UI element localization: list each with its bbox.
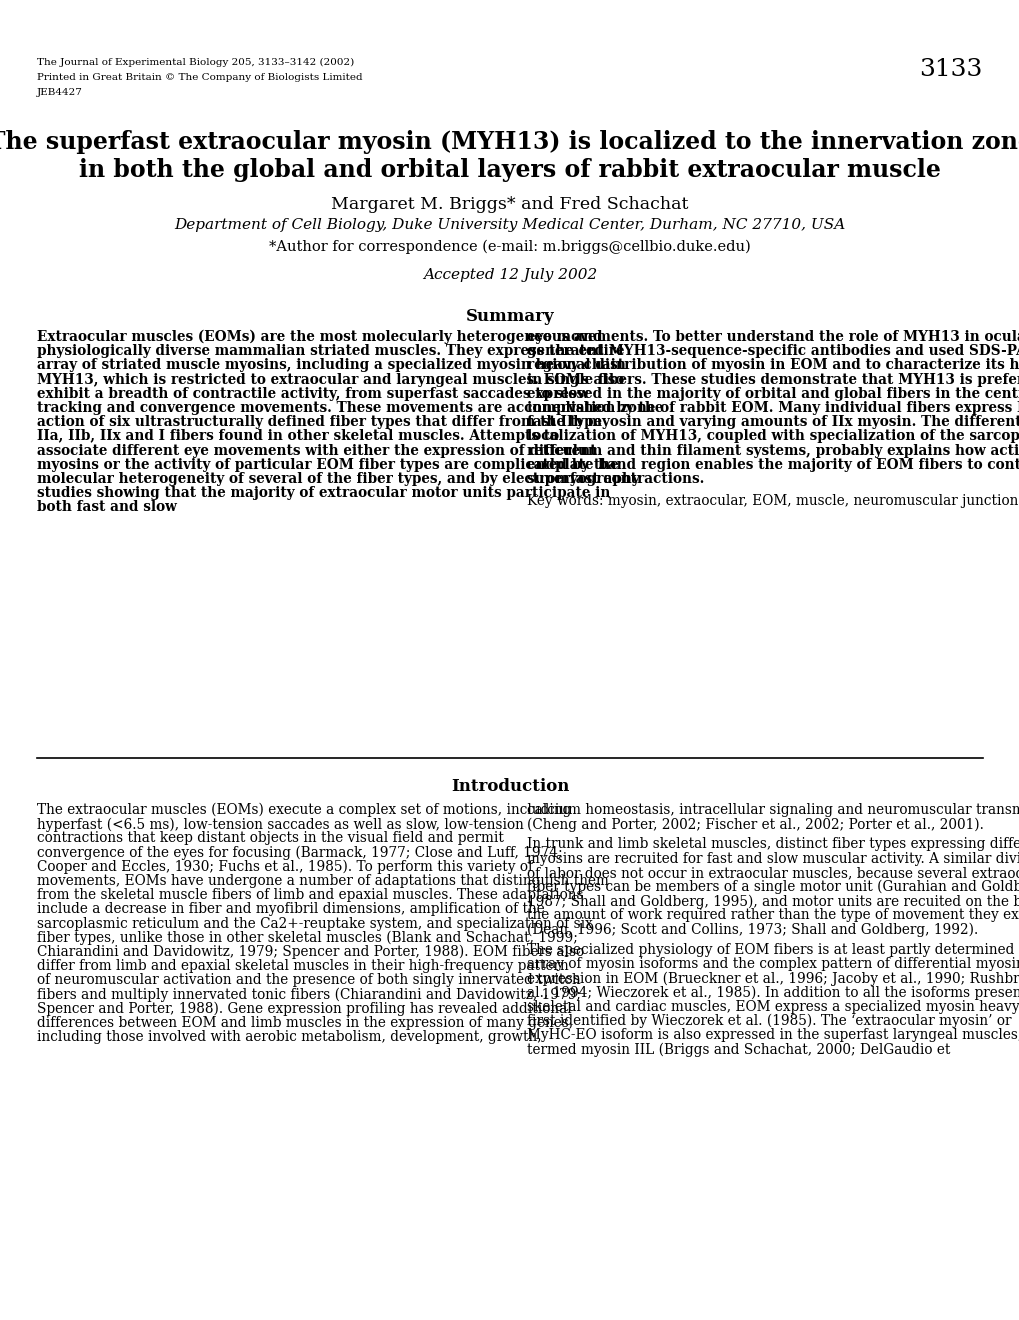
Text: *Author for correspondence (e-mail: m.briggs@cellbio.duke.edu): *Author for correspondence (e-mail: m.br…: [269, 240, 750, 255]
Text: eye movements. To better understand the role of MYH13 in ocular motility, we: eye movements. To better understand the …: [527, 330, 1019, 345]
Text: Cooper and Eccles, 1930; Fuchs et al., 1985). To perform this variety of: Cooper and Eccles, 1930; Fuchs et al., 1…: [37, 859, 533, 874]
Text: expression in EOM (Brueckner et al., 1996; Jacoby et al., 1990; Rushbrook et: expression in EOM (Brueckner et al., 199…: [527, 972, 1019, 986]
Text: 1987; Shall and Goldberg, 1995), and motor units are recuited on the basis of: 1987; Shall and Goldberg, 1995), and mot…: [527, 894, 1019, 908]
Text: associate different eye movements with either the expression of different: associate different eye movements with e…: [37, 444, 596, 458]
Text: skeletal and cardiac muscles, EOM express a specialized myosin heavy chain,: skeletal and cardiac muscles, EOM expres…: [527, 999, 1019, 1014]
Text: of labor does not occur in extraocular muscles, because several extraocular: of labor does not occur in extraocular m…: [527, 866, 1019, 880]
Text: in single fibers. These studies demonstrate that MYH13 is preferentially: in single fibers. These studies demonstr…: [527, 372, 1019, 387]
Text: Department of Cell Biology, Duke University Medical Center, Durham, NC 27710, US: Department of Cell Biology, Duke Univers…: [174, 218, 845, 232]
Text: (Cheng and Porter, 2002; Fischer et al., 2002; Porter et al., 2001).: (Cheng and Porter, 2002; Fischer et al.,…: [527, 817, 983, 832]
Text: Spencer and Porter, 1988). Gene expression profiling has revealed additional: Spencer and Porter, 1988). Gene expressi…: [37, 1002, 572, 1016]
Text: The Journal of Experimental Biology 205, 3133–3142 (2002): The Journal of Experimental Biology 205,…: [37, 58, 354, 67]
Text: al., 1994; Wieczorek et al., 1985). In addition to all the isoforms present in: al., 1994; Wieczorek et al., 1985). In a…: [527, 986, 1019, 999]
Text: exhibit a breadth of contractile activity, from superfast saccades to slow: exhibit a breadth of contractile activit…: [37, 387, 588, 401]
Text: Summary: Summary: [466, 308, 553, 325]
Text: The superfast extraocular myosin (MYH13) is localized to the innervation zone: The superfast extraocular myosin (MYH13)…: [0, 129, 1019, 154]
Text: tracking and convergence movements. These movements are accomplished by the: tracking and convergence movements. Thes…: [37, 401, 662, 414]
Text: (Dean, 1996; Scott and Collins, 1973; Shall and Goldberg, 1992).: (Dean, 1996; Scott and Collins, 1973; Sh…: [527, 923, 977, 937]
Text: sarcoplasmic reticulum and the Ca2+-reuptake system, and specialization of six: sarcoplasmic reticulum and the Ca2+-reup…: [37, 916, 592, 931]
Text: Key words: myosin, extraocular, EOM, muscle, neuromuscular junction, innervation: Key words: myosin, extraocular, EOM, mus…: [527, 494, 1019, 508]
Text: termed myosin IIL (Briggs and Schachat, 2000; DelGaudio et: termed myosin IIL (Briggs and Schachat, …: [527, 1043, 950, 1056]
Text: MYH13, which is restricted to extraocular and laryngeal muscles. EOMs also: MYH13, which is restricted to extraocula…: [37, 372, 624, 387]
Text: myosins or the activity of particular EOM fiber types are complicated by the: myosins or the activity of particular EO…: [37, 458, 619, 471]
Text: the amount of work required rather than the type of movement they execute: the amount of work required rather than …: [527, 908, 1019, 923]
Text: innervation zone of rabbit EOM. Many individual fibers express MYH13 with the: innervation zone of rabbit EOM. Many ind…: [527, 401, 1019, 414]
Text: in both the global and orbital layers of rabbit extraocular muscle: in both the global and orbital layers of…: [79, 158, 940, 182]
Text: including those involved with aerobic metabolism, development, growth,: including those involved with aerobic me…: [37, 1030, 541, 1044]
Text: first identified by Wieczorek et al. (1985). The ‘extraocular myosin’ or: first identified by Wieczorek et al. (19…: [527, 1014, 1011, 1028]
Text: fibers and multiply innervated tonic fibers (Chiarandini and Davidowitz, 1979;: fibers and multiply innervated tonic fib…: [37, 987, 581, 1002]
Text: generated MYH13-sequence-specific antibodies and used SDS-PAGE to quantify the: generated MYH13-sequence-specific antibo…: [527, 345, 1019, 358]
Text: 3133: 3133: [919, 58, 982, 81]
Text: molecular heterogeneity of several of the fiber types, and by electromyography: molecular heterogeneity of several of th…: [37, 473, 639, 486]
Text: of neuromuscular activation and the presence of both singly innervated twitch: of neuromuscular activation and the pres…: [37, 973, 580, 987]
Text: array of striated muscle myosins, including a specialized myosin heavy chain: array of striated muscle myosins, includ…: [37, 359, 626, 372]
Text: localization of MYH13, coupled with specialization of the sarcoplasmic: localization of MYH13, coupled with spec…: [527, 429, 1019, 444]
Text: include a decrease in fiber and myofibril dimensions, amplification of the: include a decrease in fiber and myofibri…: [37, 903, 544, 916]
Text: fiber types can be members of a single motor unit (Gurahian and Goldberg,: fiber types can be members of a single m…: [527, 880, 1019, 895]
Text: studies showing that the majority of extraocular motor units participate in: studies showing that the majority of ext…: [37, 486, 609, 500]
Text: from the skeletal muscle fibers of limb and epaxial muscles. These adaptations: from the skeletal muscle fibers of limb …: [37, 888, 583, 902]
Text: fiber types, unlike those in other skeletal muscles (Blank and Schachat, 1999;: fiber types, unlike those in other skele…: [37, 931, 578, 945]
Text: array of myosin isoforms and the complex pattern of differential myosin: array of myosin isoforms and the complex…: [527, 957, 1019, 972]
Text: The specialized physiology of EOM fibers is at least partly determined by the: The specialized physiology of EOM fibers…: [527, 942, 1019, 957]
Text: both fast and slow: both fast and slow: [37, 500, 176, 515]
Text: The extraocular muscles (EOMs) execute a complex set of motions, including: The extraocular muscles (EOMs) execute a…: [37, 803, 571, 817]
Text: fast IIb myosin and varying amounts of IIx myosin. The differential: fast IIb myosin and varying amounts of I…: [527, 416, 1019, 429]
Text: myosins are recruited for fast and slow muscular activity. A similar division: myosins are recruited for fast and slow …: [527, 851, 1019, 866]
Text: Chiarandini and Davidowitz, 1979; Spencer and Porter, 1988). EOM fibers also: Chiarandini and Davidowitz, 1979; Spence…: [37, 945, 584, 960]
Text: physiologically diverse mammalian striated muscles. They express the entire: physiologically diverse mammalian striat…: [37, 345, 624, 358]
Text: superfast contractions.: superfast contractions.: [527, 473, 704, 486]
Text: regional distribution of myosin in EOM and to characterize its heterogeneity: regional distribution of myosin in EOM a…: [527, 359, 1019, 372]
Text: action of six ultrastructurally defined fiber types that differ from the type: action of six ultrastructurally defined …: [37, 416, 601, 429]
Text: MyHC-EO isoform is also expressed in the superfast laryngeal muscles, and was: MyHC-EO isoform is also expressed in the…: [527, 1028, 1019, 1041]
Text: JEB4427: JEB4427: [37, 88, 83, 96]
Text: Printed in Great Britain © The Company of Biologists Limited: Printed in Great Britain © The Company o…: [37, 73, 363, 82]
Text: Introduction: Introduction: [450, 777, 569, 795]
Text: Extraocular muscles (EOMs) are the most molecularly heterogeneous and: Extraocular muscles (EOMs) are the most …: [37, 330, 602, 345]
Text: Margaret M. Briggs* and Fred Schachat: Margaret M. Briggs* and Fred Schachat: [331, 195, 688, 213]
Text: contractions that keep distant objects in the visual field and permit: contractions that keep distant objects i…: [37, 832, 503, 845]
Text: calcium homeostasis, intracellular signaling and neuromuscular transmission: calcium homeostasis, intracellular signa…: [527, 803, 1019, 817]
Text: movements, EOMs have undergone a number of adaptations that distinguish them: movements, EOMs have undergone a number …: [37, 874, 608, 888]
Text: differences between EOM and limb muscles in the expression of many genes,: differences between EOM and limb muscles…: [37, 1016, 573, 1030]
Text: endplate band region enables the majority of EOM fibers to contribute to: endplate band region enables the majorit…: [527, 458, 1019, 471]
Text: convergence of the eyes for focusing (Barmack, 1977; Close and Luff, 1974;: convergence of the eyes for focusing (Ba…: [37, 846, 562, 861]
Text: hyperfast (<6.5 ms), low-tension saccades as well as slow, low-tension: hyperfast (<6.5 ms), low-tension saccade…: [37, 817, 524, 832]
Text: expressed in the majority of orbital and global fibers in the central: expressed in the majority of orbital and…: [527, 387, 1019, 401]
Text: IIa, IIb, IIx and I fibers found in other skeletal muscles. Attempts to: IIa, IIb, IIx and I fibers found in othe…: [37, 429, 558, 444]
Text: differ from limb and epaxial skeletal muscles in their high-frequency pattern: differ from limb and epaxial skeletal mu…: [37, 960, 569, 973]
Text: In trunk and limb skeletal muscles, distinct fiber types expressing different: In trunk and limb skeletal muscles, dist…: [527, 837, 1019, 851]
Text: Accepted 12 July 2002: Accepted 12 July 2002: [423, 268, 596, 282]
Text: reticulum and thin filament systems, probably explains how activation of the: reticulum and thin filament systems, pro…: [527, 444, 1019, 458]
